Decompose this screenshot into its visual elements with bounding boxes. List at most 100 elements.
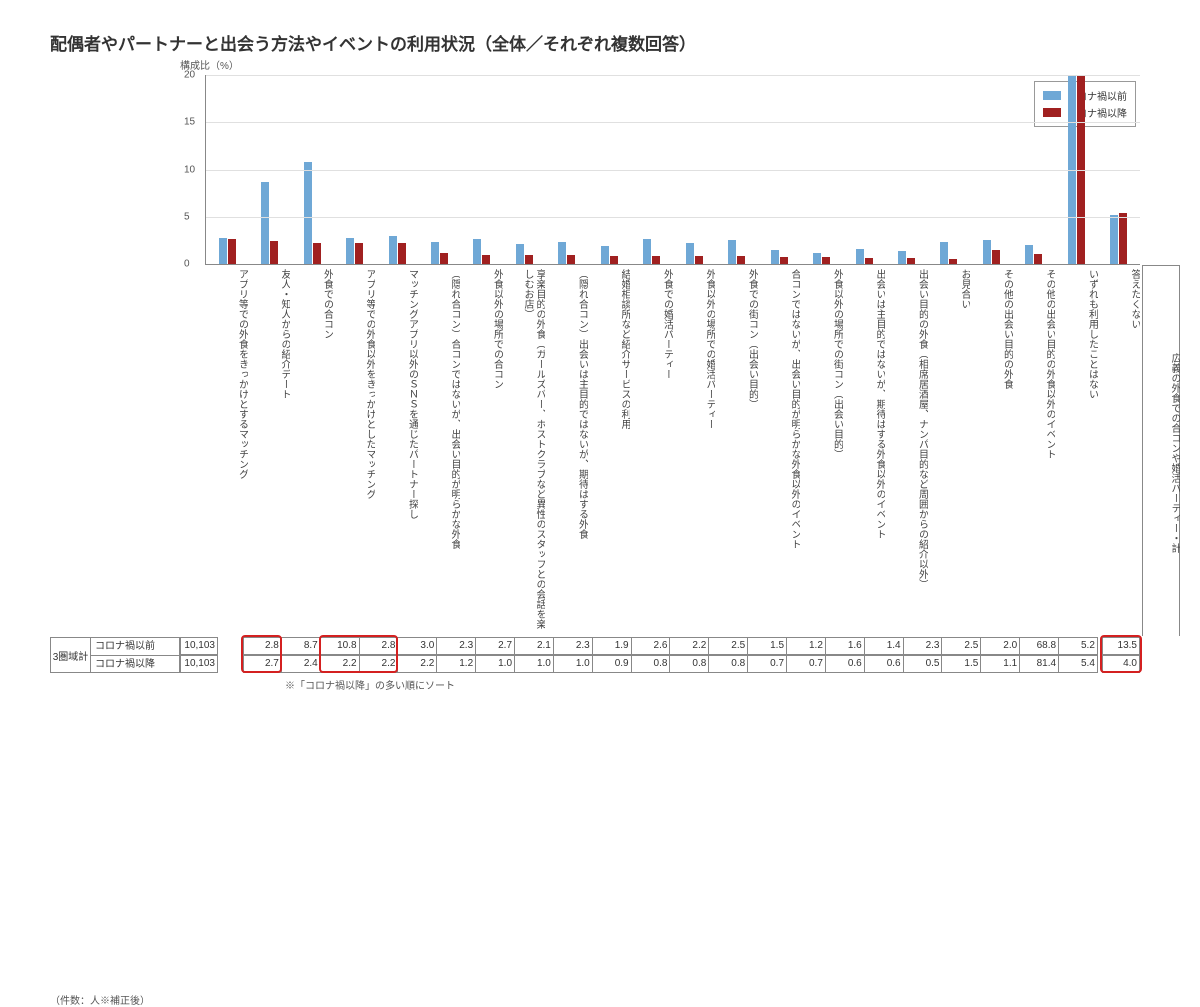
cell-after: 0.6 bbox=[865, 655, 904, 673]
cell-before: 2.5 bbox=[942, 637, 981, 655]
plot-area: コロナ禍以前 コロナ禍以降 05101520 bbox=[205, 75, 1140, 265]
bar-before bbox=[1110, 215, 1118, 264]
y-tick: 0 bbox=[184, 259, 190, 270]
bar-after bbox=[440, 253, 448, 264]
cell-after: 1.5 bbox=[942, 655, 981, 673]
x-label: 外食での婚活パーティー bbox=[630, 265, 673, 635]
data-col: 1.50.7 bbox=[748, 637, 787, 673]
extra-after: 4.0 bbox=[1102, 655, 1140, 673]
x-label: 結婚相談所など紹介サービスの利用 bbox=[588, 265, 631, 635]
bar-after bbox=[313, 243, 321, 264]
y-tick: 10 bbox=[184, 164, 195, 175]
bar-before bbox=[728, 240, 736, 264]
bar-after bbox=[949, 259, 957, 264]
bar-before bbox=[261, 182, 269, 264]
grid-line bbox=[206, 122, 1140, 123]
data-col: 2.50.8 bbox=[709, 637, 748, 673]
bar-before bbox=[601, 246, 609, 264]
y-tick: 5 bbox=[184, 211, 190, 222]
data-col: 2.20.8 bbox=[670, 637, 709, 673]
cell-after: 0.7 bbox=[748, 655, 787, 673]
cell-after: 0.8 bbox=[632, 655, 671, 673]
cell-after: 0.8 bbox=[670, 655, 709, 673]
bar-after bbox=[1034, 254, 1042, 264]
cell-before: 8.7 bbox=[282, 637, 321, 655]
x-label: その他の出会い目的の外食 bbox=[970, 265, 1013, 635]
x-label: 外食での街コン（出会い目的） bbox=[715, 265, 758, 635]
data-col: 2.31.2 bbox=[437, 637, 476, 673]
sort-footnote: ※「コロナ禍以降」の多い順にソート bbox=[285, 677, 1170, 692]
cell-before: 2.6 bbox=[632, 637, 671, 655]
x-label: 出会い目的の外食（相席居酒屋、ナンパ目的など周囲からの紹介以外） bbox=[885, 265, 928, 635]
x-label: お見合い bbox=[928, 265, 971, 635]
cell-before: 1.9 bbox=[593, 637, 632, 655]
grid-line bbox=[206, 75, 1140, 76]
n-column: 10,103 10,103 bbox=[180, 637, 218, 673]
data-col: 2.01.1 bbox=[981, 637, 1020, 673]
bar-after bbox=[992, 250, 1000, 264]
x-label: アプリ等での外食をきっかけとするマッチング bbox=[205, 265, 248, 635]
data-col: 2.60.8 bbox=[632, 637, 671, 673]
bar-before bbox=[686, 243, 694, 264]
cell-before: 2.5 bbox=[709, 637, 748, 655]
x-label: （隠れ合コン）出会いは主目的ではないが、期待はする外食 bbox=[545, 265, 588, 635]
data-col: 2.30.5 bbox=[904, 637, 943, 673]
extra-data-column: 13.5 4.0 bbox=[1102, 637, 1140, 673]
row-label-after: コロナ禍以降 bbox=[91, 656, 179, 673]
bar-before bbox=[643, 239, 651, 264]
cell-after: 1.1 bbox=[981, 655, 1020, 673]
data-table: 3圏域計 コロナ禍以前 コロナ禍以降 10,103 10,103 2.82.78… bbox=[50, 637, 1140, 673]
y-tick: 20 bbox=[184, 70, 195, 81]
cell-after: 81.4 bbox=[1020, 655, 1059, 673]
cell-after: 2.7 bbox=[243, 655, 282, 673]
data-col: 1.90.9 bbox=[593, 637, 632, 673]
cell-after: 5.4 bbox=[1059, 655, 1098, 673]
bar-before bbox=[771, 250, 779, 264]
data-col: 2.82.2 bbox=[360, 637, 399, 673]
grid-line bbox=[206, 170, 1140, 171]
cell-after: 2.2 bbox=[321, 655, 360, 673]
bar-after bbox=[865, 258, 873, 264]
cell-before: 2.0 bbox=[981, 637, 1020, 655]
page-title: 配偶者やパートナーと出会う方法やイベントの利用状況（全体／それぞれ複数回答） bbox=[50, 30, 1170, 55]
bar-after bbox=[695, 256, 703, 264]
bar-before bbox=[431, 242, 439, 264]
x-label: その他の出会い目的の外食以外のイベント bbox=[1013, 265, 1056, 635]
x-label: アプリ等での外食以外をきっかけとしたマッチング bbox=[333, 265, 376, 635]
cell-after: 1.2 bbox=[437, 655, 476, 673]
bar-before bbox=[516, 244, 524, 264]
data-col: 5.25.4 bbox=[1059, 637, 1098, 673]
data-col: 1.40.6 bbox=[865, 637, 904, 673]
bar-before bbox=[983, 240, 991, 264]
bar-after bbox=[780, 257, 788, 264]
data-col: 2.11.0 bbox=[515, 637, 554, 673]
cell-before: 3.0 bbox=[398, 637, 437, 655]
cell-after: 2.2 bbox=[360, 655, 399, 673]
extra-before: 13.5 bbox=[1102, 637, 1140, 655]
x-label: 出会いは主目的ではないが、期待はする外食以外のイベント bbox=[843, 265, 886, 635]
cell-before: 2.3 bbox=[437, 637, 476, 655]
cell-before: 2.1 bbox=[515, 637, 554, 655]
cell-after: 2.4 bbox=[282, 655, 321, 673]
data-col: 10.82.2 bbox=[321, 637, 360, 673]
bar-before bbox=[304, 162, 312, 264]
cell-before: 68.8 bbox=[1020, 637, 1059, 655]
bar-after bbox=[355, 243, 363, 264]
bar-before bbox=[856, 249, 864, 264]
bar-before bbox=[558, 242, 566, 264]
x-label: （隠れ合コン）合コンではないが、出会い目的が明らかな外食 bbox=[418, 265, 461, 635]
bar-after bbox=[482, 255, 490, 264]
bar-after bbox=[737, 256, 745, 264]
x-label: マッチングアプリ以外のＳＮＳを通じたパートナー探し bbox=[375, 265, 418, 635]
cell-after: 0.8 bbox=[709, 655, 748, 673]
x-label: 答えたくない bbox=[1098, 265, 1141, 635]
bar-after bbox=[1119, 213, 1127, 264]
cell-after: 2.2 bbox=[398, 655, 437, 673]
x-axis-labels: アプリ等での外食をきっかけとするマッチング友人・知人からの紹介デート外食での合コ… bbox=[205, 265, 1140, 635]
bar-after bbox=[907, 258, 915, 264]
data-col: 2.51.5 bbox=[942, 637, 981, 673]
cell-before: 1.4 bbox=[865, 637, 904, 655]
bar-before bbox=[813, 253, 821, 264]
cell-after: 1.0 bbox=[515, 655, 554, 673]
cell-before: 2.3 bbox=[554, 637, 593, 655]
